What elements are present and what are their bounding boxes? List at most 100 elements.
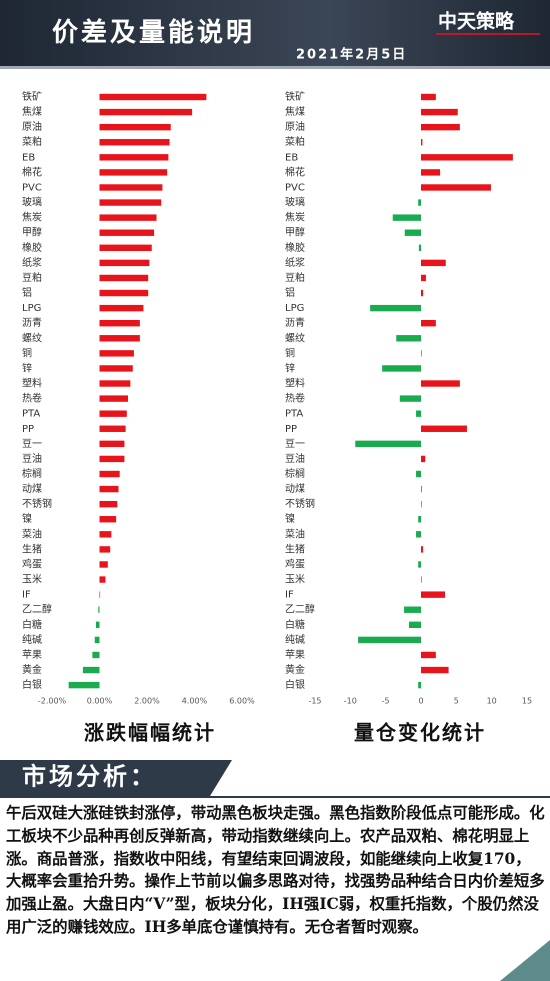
category-label: 原油: [285, 120, 305, 133]
x-tick-label: 0: [418, 697, 423, 706]
category-label: PTA: [285, 409, 303, 420]
bar: [98, 606, 100, 613]
bar: [99, 365, 133, 372]
bar: [421, 666, 449, 674]
category-label: 纸浆: [22, 256, 42, 269]
category-label: 白糖: [22, 618, 42, 631]
category-label: 豆粕: [285, 271, 305, 284]
category-label: 玉米: [22, 573, 42, 586]
bar: [99, 440, 125, 448]
logo: 中天策略: [438, 10, 515, 33]
x-tick-label: 4.00%: [182, 697, 208, 706]
x-tick-label: -5: [382, 697, 390, 706]
bar: [421, 139, 423, 146]
bar: [99, 516, 117, 523]
category-label: 铝: [22, 287, 32, 299]
category-label: 菜油: [22, 527, 42, 540]
category-label: 豆一: [285, 438, 305, 450]
bar: [408, 621, 421, 628]
bar: [99, 470, 120, 478]
bar: [99, 335, 140, 342]
bar: [99, 139, 170, 146]
x-tick-label: 10: [487, 697, 497, 706]
category-label: PVC: [22, 182, 42, 193]
category-label: 白银: [285, 678, 305, 691]
header-rule: [0, 66, 550, 69]
category-label: 棕榈: [285, 467, 305, 480]
bar: [421, 350, 422, 357]
category-label: 豆粕: [22, 271, 42, 284]
category-label: 锌: [22, 361, 32, 374]
category-label: 动煤: [22, 482, 42, 495]
bar: [421, 651, 436, 659]
bar: [421, 500, 422, 508]
bar: [421, 546, 424, 553]
bar: [99, 214, 157, 221]
category-label: 甲醇: [285, 226, 305, 239]
category-label: 乙二醇: [285, 603, 315, 616]
bar: [421, 576, 422, 583]
bar: [421, 455, 426, 463]
bar: [99, 184, 163, 191]
bar: [99, 395, 128, 402]
analysis-text: 午后双硅大涨硅铁封涨停，带动黑色板块走强。黑色指数阶段低点可能形成。化工板块不少…: [6, 804, 545, 936]
category-label: LPG: [285, 303, 304, 314]
bar: [421, 169, 441, 176]
x-tick-label: -10: [344, 697, 357, 706]
bar: [358, 636, 421, 644]
bar: [399, 395, 421, 402]
header-title: 价差及量能说明: [52, 17, 255, 48]
category-label: 黄金: [22, 663, 42, 676]
category-label: 铝: [285, 287, 295, 299]
bar: [404, 606, 421, 613]
bar: [421, 93, 436, 101]
category-label: 菜油: [285, 527, 305, 540]
category-label: 动煤: [285, 482, 305, 495]
category-label: IF: [285, 590, 294, 601]
corner-decoration: [500, 940, 550, 981]
category-label: 沥青: [22, 316, 42, 329]
bar: [421, 123, 460, 131]
category-label: 原油: [22, 120, 42, 133]
category-label: 豆一: [22, 438, 42, 450]
bar: [99, 244, 152, 251]
category-label: 玻璃: [285, 196, 305, 209]
category-label: 玉米: [285, 573, 305, 586]
category-label: 镍: [285, 512, 295, 525]
category-label: LPG: [22, 303, 41, 314]
category-label: 螺纹: [22, 331, 42, 344]
x-tick-label: -15: [308, 697, 321, 706]
header-date: 2021年2月5日: [296, 47, 407, 63]
category-label: 镍: [22, 512, 32, 525]
category-label: 铁矿: [22, 90, 42, 103]
bar: [416, 470, 421, 478]
bar: [421, 425, 467, 432]
bar: [418, 199, 421, 206]
bar: [421, 184, 491, 191]
bar: [99, 500, 118, 508]
bar: [99, 199, 162, 206]
bar: [99, 289, 149, 297]
bar: [404, 229, 421, 236]
bar: [99, 108, 193, 116]
bar: [99, 229, 155, 236]
category-label: 纸浆: [285, 256, 305, 269]
category-label: 苹果: [285, 648, 305, 661]
bar: [99, 259, 150, 267]
category-label: 豆油: [22, 452, 42, 465]
bar: [82, 666, 100, 674]
bar: [99, 576, 106, 583]
category-label: 菜粕: [22, 135, 42, 148]
bar: [418, 244, 421, 251]
bar: [99, 123, 171, 131]
bar: [418, 681, 421, 689]
chart-title: 量仓变化统计: [354, 721, 486, 745]
bar: [95, 621, 100, 628]
category-label: 橡胶: [22, 241, 42, 254]
bar: [68, 681, 100, 689]
bar: [92, 651, 100, 659]
category-label: 玻璃: [22, 196, 42, 209]
bar: [418, 516, 421, 523]
bar: [421, 591, 446, 598]
